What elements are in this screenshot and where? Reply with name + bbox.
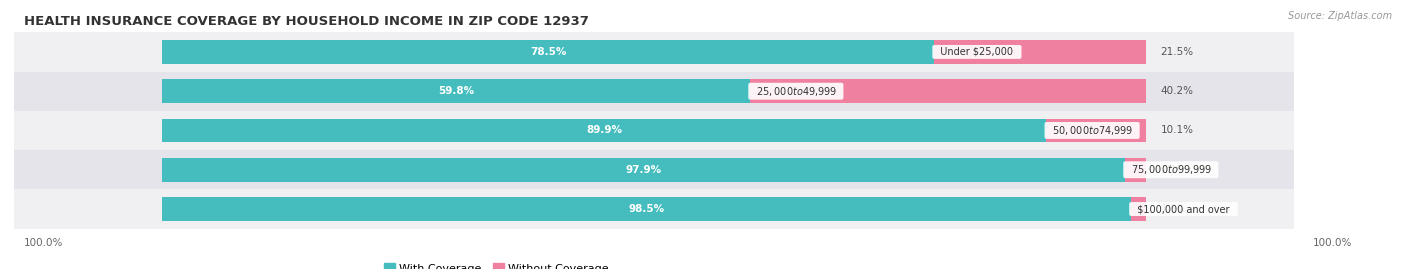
Text: 98.5%: 98.5%: [628, 204, 665, 214]
Text: 100.0%: 100.0%: [1313, 238, 1353, 249]
Bar: [14, 189, 1294, 229]
Bar: [14, 111, 1294, 150]
Bar: [1046, 119, 1146, 142]
Bar: [1130, 197, 1146, 221]
Text: 1.5%: 1.5%: [1161, 204, 1187, 214]
Text: 10.1%: 10.1%: [1161, 125, 1194, 136]
Bar: [162, 158, 1125, 182]
Bar: [162, 40, 935, 64]
Text: 78.5%: 78.5%: [530, 47, 567, 57]
Text: 21.5%: 21.5%: [1161, 47, 1194, 57]
Bar: [162, 79, 751, 103]
Text: Source: ZipAtlas.com: Source: ZipAtlas.com: [1288, 11, 1392, 21]
Bar: [14, 32, 1294, 72]
Bar: [162, 197, 1130, 221]
Text: HEALTH INSURANCE COVERAGE BY HOUSEHOLD INCOME IN ZIP CODE 12937: HEALTH INSURANCE COVERAGE BY HOUSEHOLD I…: [24, 15, 589, 28]
Text: 100.0%: 100.0%: [24, 238, 63, 249]
Text: $50,000 to $74,999: $50,000 to $74,999: [1046, 124, 1137, 137]
Bar: [162, 119, 1046, 142]
Text: 2.1%: 2.1%: [1161, 165, 1187, 175]
Text: $100,000 and over: $100,000 and over: [1130, 204, 1236, 214]
Bar: [14, 72, 1294, 111]
Bar: [1125, 158, 1146, 182]
Bar: [935, 40, 1146, 64]
Text: $25,000 to $49,999: $25,000 to $49,999: [751, 85, 841, 98]
Text: 59.8%: 59.8%: [437, 86, 474, 96]
Text: 40.2%: 40.2%: [1161, 86, 1194, 96]
Text: 97.9%: 97.9%: [626, 165, 661, 175]
Text: Under $25,000: Under $25,000: [935, 47, 1019, 57]
Text: 89.9%: 89.9%: [586, 125, 621, 136]
Legend: With Coverage, Without Coverage: With Coverage, Without Coverage: [380, 259, 613, 269]
Bar: [751, 79, 1146, 103]
Bar: [14, 150, 1294, 189]
Text: $75,000 to $99,999: $75,000 to $99,999: [1125, 163, 1216, 176]
